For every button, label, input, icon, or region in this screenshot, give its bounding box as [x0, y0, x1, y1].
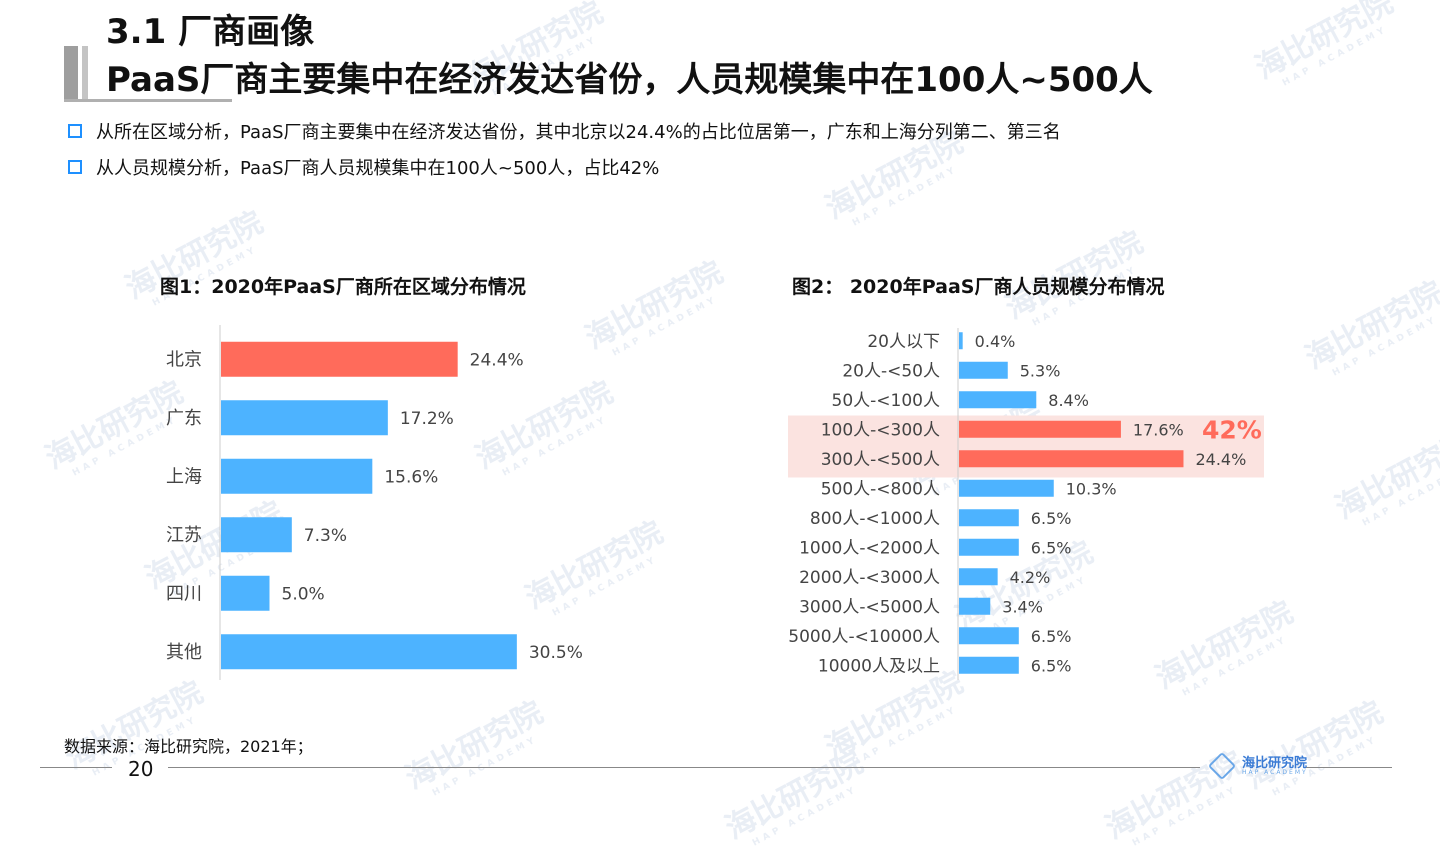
- chart2-title: 图2： 2020年PaaS厂商人员规模分布情况: [792, 276, 1165, 298]
- value-label: 3.4%: [1002, 597, 1043, 616]
- bullet-text: 从所在区域分析，PaaS厂商主要集中在经济发达省份，其中北京以24.4%的占比位…: [96, 122, 1061, 143]
- value-label: 17.6%: [1133, 420, 1184, 439]
- value-label: 5.0%: [282, 584, 325, 604]
- bullet-item: 从所在区域分析，PaaS厂商主要集中在经济发达省份，其中北京以24.4%的占比位…: [68, 118, 1061, 144]
- category-label: 500人-<800人: [821, 479, 940, 499]
- bar: [221, 458, 373, 494]
- bar: [959, 568, 998, 586]
- category-label: 3000人-<5000人: [799, 597, 940, 617]
- category-label: 广东: [166, 408, 202, 429]
- bar: [959, 538, 1019, 556]
- bullet-item: 从人员规模分析，PaaS厂商人员规模集中在100人~500人，占比42%: [68, 154, 659, 180]
- bullet-square-icon: [68, 160, 82, 174]
- page-number: 20: [128, 757, 154, 781]
- category-label: 上海: [166, 466, 202, 487]
- region-bar-chart: 北京 24.4% 广东 17.2% 上海 15.6% 江苏 7.3% 四川 5.0% 其他 30.5%: [166, 325, 583, 680]
- category-label: 北京: [166, 349, 202, 370]
- category-label: 20人-<50人: [842, 361, 940, 381]
- category-label: 其他: [166, 642, 202, 663]
- category-label: 江苏: [166, 525, 202, 546]
- bar: [959, 479, 1054, 497]
- value-label: 10.3%: [1066, 479, 1117, 498]
- value-label: 8.4%: [1048, 391, 1089, 410]
- footer-line-left: [40, 767, 112, 768]
- value-label: 6.5%: [1031, 656, 1072, 675]
- value-label: 5.3%: [1020, 361, 1061, 380]
- value-label: 4.2%: [1010, 568, 1051, 587]
- highlight-total-label: 42%: [1202, 416, 1262, 445]
- bar: [959, 420, 1121, 438]
- section-title: 3.1 厂商画像: [106, 12, 315, 52]
- logo-cube-icon: [1207, 751, 1237, 781]
- bar: [959, 509, 1019, 527]
- value-label: 0.4%: [975, 332, 1016, 351]
- bar: [959, 656, 1019, 674]
- bar: [959, 361, 1008, 379]
- staff-size-bar-chart: 20人以下 0.4% 20人-<50人 5.3% 50人-<100人 8.4% 100人-<…: [788, 328, 1264, 680]
- bar: [221, 575, 270, 611]
- bar: [221, 634, 517, 670]
- bullet-square-icon: [68, 124, 82, 138]
- category-label: 1000人-<2000人: [799, 538, 940, 558]
- logo-subtext: HAP ACADEMY: [1242, 768, 1308, 776]
- chart1-title: 图1：2020年PaaS厂商所在区域分布情况: [160, 276, 526, 298]
- value-label: 24.4%: [1195, 450, 1246, 469]
- footer-line-right: [1306, 767, 1392, 768]
- logo-name: 海比研究院: [1242, 755, 1308, 771]
- bar: [959, 627, 1019, 645]
- category-label: 800人-<1000人: [810, 509, 940, 529]
- footer-line-middle: [168, 767, 1200, 768]
- value-label: 24.4%: [470, 350, 524, 370]
- category-label: 10000人及以上: [818, 656, 940, 676]
- value-label: 6.5%: [1031, 509, 1072, 528]
- bar: [959, 450, 1184, 468]
- category-label: 四川: [166, 583, 202, 604]
- bullet-text: 从人员规模分析，PaaS厂商人员规模集中在100人~500人，占比42%: [96, 158, 660, 179]
- value-label: 6.5%: [1031, 538, 1072, 557]
- value-label: 6.5%: [1031, 627, 1072, 646]
- bar: [221, 517, 292, 553]
- data-source: 数据来源：海比研究院，2021年；: [64, 737, 313, 756]
- category-label: 5000人-<10000人: [788, 627, 940, 647]
- value-label: 15.6%: [384, 467, 438, 487]
- bar: [221, 341, 458, 377]
- category-label: 50人-<100人: [832, 391, 940, 411]
- bar: [221, 400, 388, 436]
- category-label: 300人-<500人: [821, 450, 940, 470]
- value-label: 7.3%: [304, 526, 347, 546]
- bar: [959, 391, 1037, 409]
- bar: [959, 597, 991, 615]
- title-accent-bar-light: [82, 46, 88, 102]
- value-label: 30.5%: [529, 643, 583, 663]
- category-label: 20人以下: [867, 332, 940, 352]
- value-label: 17.2%: [400, 409, 454, 429]
- title-underline: [64, 99, 232, 102]
- title-accent-bar: [64, 46, 78, 102]
- footer-logo: 海比研究院 HAP ACADEMY: [1207, 751, 1308, 781]
- category-label: 100人-<300人: [821, 420, 940, 440]
- category-label: 2000人-<3000人: [799, 568, 940, 588]
- bar: [959, 332, 963, 350]
- page-title: PaaS厂商主要集中在经济发达省份，人员规模集中在100人~500人: [106, 60, 1153, 100]
- logo-text: 海比研究院 HAP ACADEMY: [1242, 757, 1308, 776]
